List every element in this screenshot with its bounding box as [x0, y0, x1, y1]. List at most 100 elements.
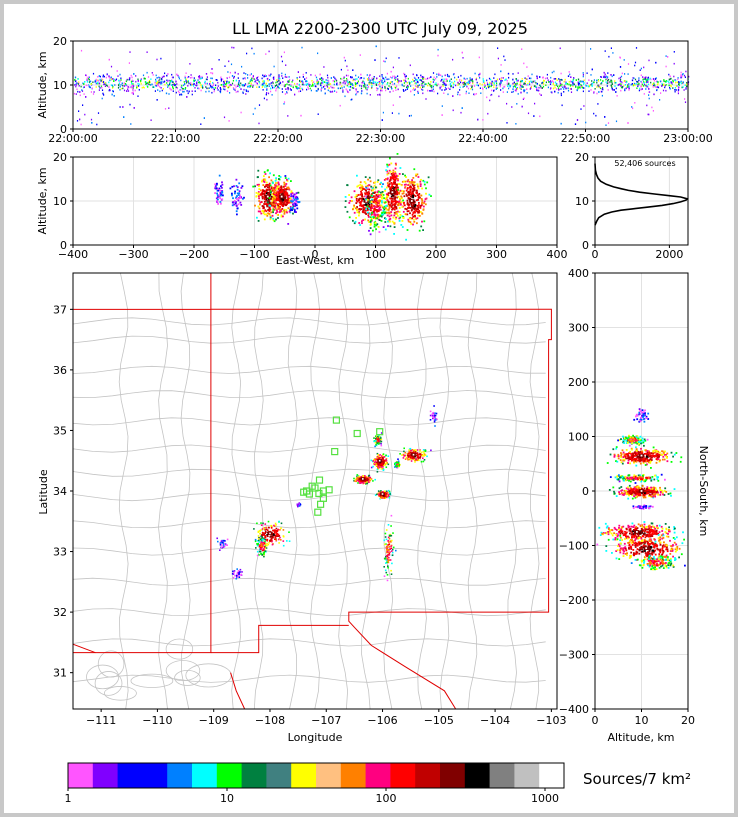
time-source-point	[591, 68, 593, 71]
time-source-point	[610, 84, 612, 87]
time-source-point	[388, 78, 390, 80]
time-source-point	[476, 84, 478, 86]
source-pixel	[387, 559, 389, 562]
source-pixel	[386, 182, 389, 184]
source-pixel	[424, 454, 427, 456]
time-source-point	[580, 86, 582, 88]
source-pixel	[391, 204, 394, 207]
time-source-point	[235, 86, 237, 88]
source-pixel	[346, 210, 349, 213]
source-pixel	[261, 535, 263, 537]
time-source-point	[296, 78, 298, 81]
time-source-point	[97, 112, 100, 114]
time-source-point	[129, 77, 131, 79]
source-pixel	[381, 191, 384, 193]
source-pixel	[216, 192, 218, 195]
source-pixel	[260, 535, 262, 538]
time-source-point	[360, 77, 362, 79]
source-pixel	[390, 573, 393, 575]
source-pixel	[216, 196, 219, 198]
time-source-point	[158, 81, 160, 84]
county-line	[72, 468, 546, 477]
source-pixel	[295, 197, 297, 199]
time-source-point	[628, 85, 630, 87]
source-pixel	[263, 197, 266, 199]
time-source-point	[405, 89, 407, 91]
source-pixel	[277, 197, 280, 200]
source-pixel	[373, 459, 375, 461]
source-pixel	[404, 186, 407, 188]
time-source-point	[569, 80, 572, 83]
time-source-point	[108, 75, 110, 77]
time-source-point	[95, 78, 97, 81]
source-pixel	[378, 201, 381, 204]
source-pixel	[269, 191, 272, 194]
time-source-point	[292, 86, 294, 89]
time-source-point	[523, 83, 525, 85]
source-pixel	[275, 527, 278, 530]
time-source-point	[430, 90, 432, 92]
source-pixel	[400, 184, 403, 187]
source-pixel	[373, 216, 375, 219]
time-source-point	[561, 83, 563, 86]
time-source-point	[443, 81, 445, 84]
source-pixel	[382, 454, 384, 456]
source-pixel	[360, 205, 363, 208]
source-pixel	[404, 458, 407, 460]
time-source-point	[334, 90, 336, 92]
time-source-point	[684, 98, 686, 100]
time-source-point	[317, 52, 319, 55]
source-pixel	[389, 178, 392, 181]
source-pixel	[386, 173, 389, 176]
time-source-point	[307, 88, 310, 90]
time-source-point	[607, 89, 609, 91]
time-source-point	[150, 119, 152, 121]
source-pixel	[398, 200, 400, 203]
source-pixel	[389, 157, 391, 160]
source-pixel	[275, 524, 277, 526]
source-pixel	[385, 193, 388, 196]
source-pixel	[387, 566, 389, 569]
time-source-point	[118, 79, 120, 82]
time-source-point	[198, 75, 200, 78]
source-pixel	[276, 535, 278, 537]
source-pixel	[418, 202, 420, 204]
source-pixel	[422, 179, 425, 182]
time-source-point	[79, 91, 81, 93]
time-source-point	[539, 76, 541, 78]
source-pixel	[275, 530, 277, 532]
source-pixel	[264, 173, 267, 175]
time-source-point	[479, 73, 481, 76]
time-source-point	[200, 123, 202, 125]
time-source-point	[683, 74, 686, 77]
time-source-point	[314, 83, 316, 85]
time-source-point	[582, 73, 584, 76]
time-source-point	[444, 86, 447, 89]
source-pixel	[366, 209, 369, 211]
source-pixel	[278, 178, 280, 180]
time-source-point	[306, 80, 308, 83]
source-pixel	[410, 460, 413, 462]
source-pixel	[264, 543, 267, 546]
source-pixel	[377, 205, 380, 208]
source-pixel	[392, 169, 395, 172]
time-source-point	[536, 77, 538, 80]
time-source-point	[532, 80, 534, 83]
time-source-point	[422, 77, 424, 80]
time-source-point	[381, 81, 383, 83]
time-source-point	[86, 81, 88, 83]
time-source-point	[432, 85, 434, 88]
source-pixel	[389, 217, 392, 220]
time-source-point	[604, 116, 606, 118]
time-source-point	[173, 83, 175, 85]
time-source-point	[559, 84, 561, 86]
time-source-point	[170, 88, 172, 91]
time-source-point	[656, 80, 658, 83]
source-pixel	[275, 202, 277, 204]
time-source-point	[145, 83, 147, 85]
time-source-point	[183, 81, 185, 83]
time-source-point	[447, 75, 449, 77]
time-source-point	[339, 83, 341, 86]
time-source-point	[364, 84, 366, 87]
time-source-point	[499, 78, 501, 80]
